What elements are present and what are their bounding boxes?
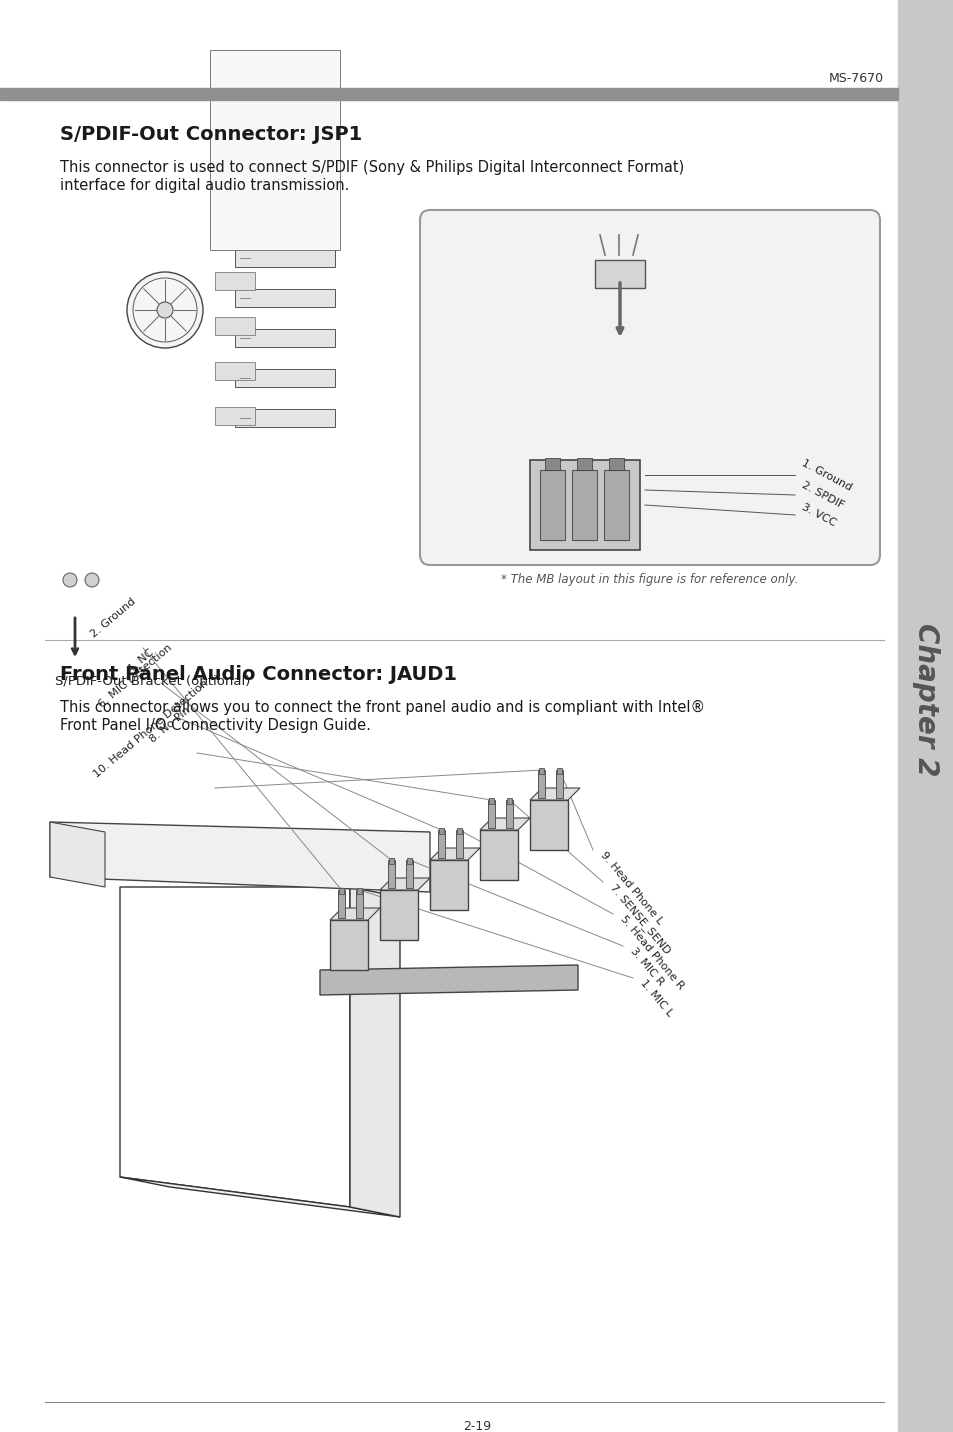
- Text: S/PDIF-Out Connector: JSP1: S/PDIF-Out Connector: JSP1: [60, 125, 362, 145]
- Bar: [544, 458, 559, 470]
- Text: 2. Ground: 2. Ground: [89, 597, 138, 640]
- Polygon shape: [379, 891, 417, 939]
- Bar: [234, 329, 335, 347]
- Polygon shape: [50, 822, 430, 892]
- Polygon shape: [350, 886, 399, 1217]
- Text: 1. MIC L: 1. MIC L: [638, 978, 674, 1018]
- Bar: [210, 50, 339, 251]
- Bar: [608, 458, 623, 470]
- Circle shape: [157, 302, 172, 318]
- Polygon shape: [430, 848, 479, 861]
- Text: 9. Head Phone L: 9. Head Phone L: [598, 851, 663, 927]
- Bar: [456, 828, 461, 833]
- Polygon shape: [330, 908, 379, 919]
- Polygon shape: [319, 965, 578, 995]
- Bar: [539, 470, 564, 540]
- Bar: [530, 460, 639, 550]
- Text: 7. SENSE_SEND: 7. SENSE_SEND: [607, 882, 672, 957]
- Polygon shape: [430, 861, 468, 909]
- Bar: [577, 458, 592, 470]
- Bar: [537, 770, 544, 798]
- Text: Front Panel Audio Connector: JAUD1: Front Panel Audio Connector: JAUD1: [60, 664, 456, 684]
- Bar: [214, 272, 254, 291]
- Bar: [438, 828, 443, 833]
- Bar: [234, 369, 335, 387]
- Bar: [234, 289, 335, 306]
- Polygon shape: [479, 831, 517, 881]
- Bar: [595, 261, 644, 288]
- Text: S/PDIF-Out Bracket (optional): S/PDIF-Out Bracket (optional): [55, 674, 250, 687]
- Bar: [489, 798, 494, 803]
- Bar: [897, 0, 953, 1432]
- Text: 4. NC: 4. NC: [126, 647, 156, 674]
- Polygon shape: [530, 788, 579, 800]
- Bar: [572, 470, 597, 540]
- Bar: [456, 831, 462, 858]
- Polygon shape: [330, 919, 368, 969]
- Bar: [506, 798, 512, 803]
- Bar: [488, 800, 495, 828]
- FancyBboxPatch shape: [419, 211, 879, 566]
- Bar: [505, 800, 513, 828]
- Bar: [356, 888, 361, 894]
- Bar: [234, 249, 335, 266]
- Bar: [389, 858, 394, 863]
- Bar: [214, 362, 254, 379]
- Text: 6. MIC Detection: 6. MIC Detection: [96, 643, 173, 710]
- Polygon shape: [379, 878, 430, 891]
- Bar: [437, 831, 444, 858]
- Bar: [234, 410, 335, 427]
- Bar: [214, 316, 254, 335]
- Text: 3. VCC: 3. VCC: [800, 501, 837, 528]
- Text: 1. Ground: 1. Ground: [800, 458, 853, 493]
- Text: This connector is used to connect S/PDIF (Sony & Philips Digital Interconnect Fo: This connector is used to connect S/PDIF…: [60, 160, 683, 175]
- Text: Chapter 2: Chapter 2: [911, 623, 939, 776]
- Circle shape: [127, 272, 203, 348]
- Bar: [0, 87, 897, 100]
- Text: Front Panel I/O Connectivity Design Guide.: Front Panel I/O Connectivity Design Guid…: [60, 717, 371, 733]
- Text: * The MB layout in this figure is for reference only.: * The MB layout in this figure is for re…: [500, 573, 798, 586]
- Text: 3. MIC R: 3. MIC R: [627, 947, 664, 988]
- Polygon shape: [530, 800, 567, 851]
- Bar: [388, 861, 395, 888]
- Bar: [214, 407, 254, 425]
- Bar: [355, 891, 363, 918]
- Bar: [337, 891, 345, 918]
- Bar: [603, 470, 628, 540]
- Bar: [538, 768, 543, 775]
- Polygon shape: [479, 818, 530, 831]
- Bar: [338, 888, 344, 894]
- Text: 10. Head Phone Detection: 10. Head Phone Detection: [91, 679, 210, 780]
- Text: This connector allows you to connect the front panel audio and is compliant with: This connector allows you to connect the…: [60, 700, 704, 715]
- Bar: [557, 768, 561, 775]
- Circle shape: [85, 573, 99, 587]
- Circle shape: [63, 573, 77, 587]
- Bar: [406, 861, 413, 888]
- Text: 8. No Pin: 8. No Pin: [148, 706, 192, 745]
- Text: 5. Head Phone R: 5. Head Phone R: [618, 914, 684, 991]
- Text: MS-7670: MS-7670: [828, 72, 883, 84]
- Text: interface for digital audio transmission.: interface for digital audio transmission…: [60, 178, 349, 193]
- Bar: [556, 770, 562, 798]
- Polygon shape: [50, 822, 105, 886]
- Text: 2. SPDIF: 2. SPDIF: [800, 480, 844, 510]
- Polygon shape: [120, 1177, 399, 1217]
- Text: 2-19: 2-19: [462, 1421, 491, 1432]
- Bar: [407, 858, 412, 863]
